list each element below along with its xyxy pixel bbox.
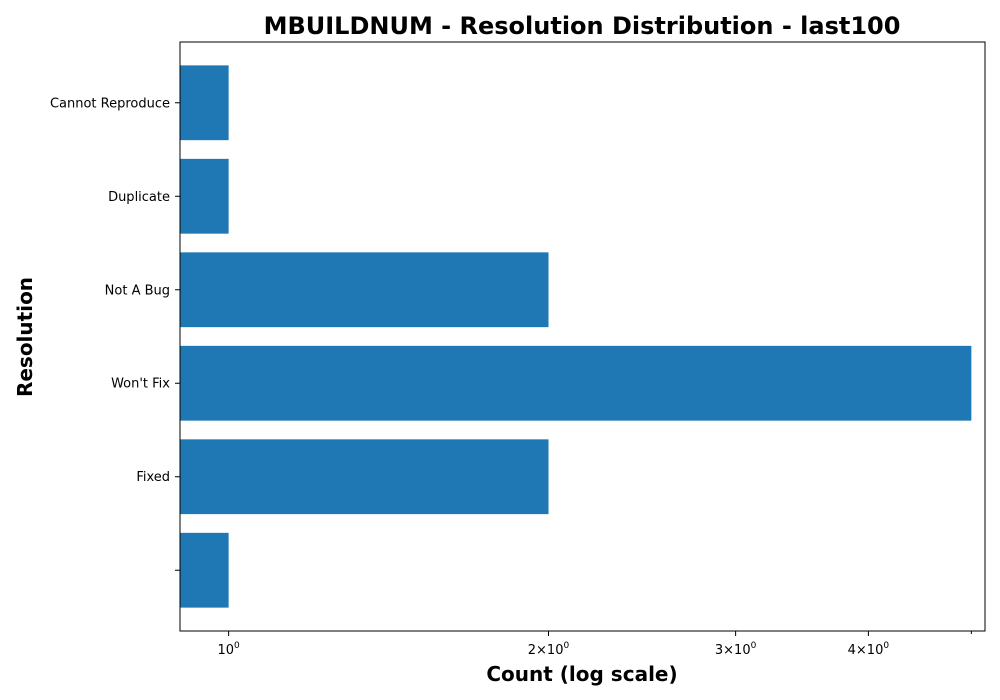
x-axis-ticks: 100 2×100 3×100 4×100 [217, 631, 972, 658]
plot-frame [179, 41, 986, 632]
y-axis-label: Resolution [13, 277, 37, 397]
y-tick-label: Duplicate [108, 190, 170, 205]
y-axis-ticks: Cannot Reproduce Duplicate Not A Bug Won't … [50, 96, 180, 571]
y-tick-label: Won't Fix [111, 377, 170, 392]
bar [180, 439, 549, 515]
x-axis-label: Count (log scale) [486, 662, 677, 686]
bar [180, 345, 972, 421]
chart-title: MBUILDNUM - Resolution Distribution - la… [264, 12, 901, 40]
x-tick-exponent: 0 [883, 641, 889, 651]
x-tick-label: 3×100 [715, 641, 757, 658]
x-tick-exponent: 0 [751, 641, 757, 651]
x-tick-base: 4×10 [848, 643, 884, 658]
x-tick-base: 3×10 [715, 643, 751, 658]
bar [180, 252, 549, 328]
bar [180, 65, 229, 141]
bar [180, 158, 229, 234]
y-tick-label: Not A Bug [105, 283, 170, 298]
x-tick-exponent: 0 [563, 641, 569, 651]
x-tick-label: 100 [217, 641, 240, 658]
bar [180, 532, 229, 608]
bars-group [180, 65, 972, 608]
x-tick-base: 2×10 [528, 643, 564, 658]
x-tick-label: 2×100 [528, 641, 570, 658]
y-tick-label: Fixed [136, 470, 170, 485]
x-tick-exponent: 0 [234, 641, 240, 651]
x-tick-base: 10 [217, 643, 234, 658]
x-tick-label: 4×100 [848, 641, 890, 658]
y-tick-label: Cannot Reproduce [50, 96, 170, 111]
